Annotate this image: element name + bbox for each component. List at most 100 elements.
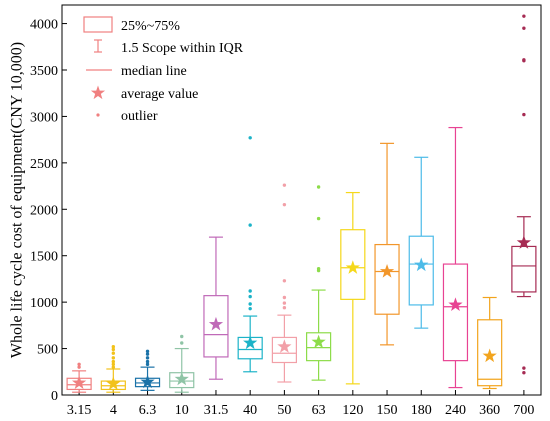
y-tick-label: 1000	[30, 296, 58, 311]
mean-star	[140, 374, 155, 389]
outlier-point	[111, 362, 116, 367]
plot-frame	[61, 4, 542, 396]
x-tick-label: 6.3	[139, 403, 157, 418]
x-tick-label: 31.5	[204, 403, 229, 418]
x-tick-label: 63	[312, 403, 326, 418]
x-tick-label: 4	[110, 403, 117, 418]
mean-star	[71, 375, 87, 389]
mean-star	[414, 257, 429, 272]
box-31.5	[203, 236, 229, 380]
outlier-point	[111, 345, 116, 349]
outlier-point	[316, 185, 321, 189]
x-tick-label: 240	[445, 403, 466, 418]
outlier-point	[248, 223, 252, 227]
box-240	[442, 126, 469, 389]
legend-label-outlier: outlier	[121, 109, 158, 124]
box-360	[477, 296, 503, 390]
legend-mean-star	[90, 85, 106, 100]
box-150	[374, 142, 400, 346]
mean-star	[208, 316, 224, 331]
outlier-point	[111, 365, 116, 369]
outlier-point	[111, 359, 116, 364]
y-tick-label: 4000	[30, 18, 58, 33]
x-tick-label: 10	[175, 403, 189, 418]
outlier-point	[282, 202, 287, 207]
box-4	[100, 345, 126, 393]
iqr-box	[442, 263, 469, 362]
legend-label-mean: average value	[121, 87, 198, 102]
box-40	[237, 136, 263, 373]
outlier-point	[282, 301, 287, 305]
iqr-box	[408, 235, 434, 306]
outlier-point	[248, 306, 252, 311]
outlier-point	[77, 362, 81, 367]
outlier-point	[145, 356, 150, 360]
outlier-point	[248, 136, 252, 140]
y-tick-label: 3000	[30, 110, 58, 125]
legend-label-median: median line	[121, 64, 187, 79]
outlier-point	[248, 294, 252, 299]
x-tick-label: 150	[377, 403, 398, 418]
outlier-point	[522, 14, 526, 18]
y-axis-title: Whole life cycle cost of equipment(CNY 1…	[9, 42, 26, 358]
outlier-point	[145, 359, 150, 364]
outlier-point	[522, 58, 526, 62]
x-tick-label: 120	[342, 403, 363, 418]
axis-ticks: 0 500 1000 1500 2000 2500 3000 3500 4000 3.15 4 6.3…	[30, 18, 534, 418]
outlier-point	[282, 306, 287, 310]
mean-star	[482, 348, 497, 363]
mean-star	[106, 376, 121, 390]
outlier-point	[145, 362, 150, 367]
outlier-point	[282, 279, 287, 283]
mean-star	[277, 339, 292, 353]
outlier-point	[180, 334, 184, 339]
outlier-point	[180, 341, 184, 345]
iqr-box	[511, 245, 537, 293]
outlier-point	[522, 112, 526, 117]
x-tick-label: 3.15	[67, 403, 92, 418]
box-63	[306, 185, 332, 381]
outlier-point	[248, 289, 252, 293]
mean-star	[311, 334, 326, 349]
outlier-point	[145, 352, 150, 356]
legend-box-swatch	[83, 16, 113, 33]
box-700	[511, 14, 537, 375]
outlier-point	[111, 351, 116, 355]
legend: 25%~75% 1.5 Scope within IQR median line…	[83, 16, 244, 124]
y-tick-label: 2500	[30, 157, 58, 172]
mean-star	[516, 235, 532, 249]
outlier-point	[111, 356, 116, 360]
mean-star	[174, 371, 189, 386]
x-tick-label: 50	[277, 403, 291, 418]
outlier-point	[282, 295, 287, 300]
iqr-box	[374, 243, 400, 315]
box-3.15	[66, 362, 92, 393]
mean-star	[243, 335, 258, 350]
y-tick-label: 3500	[30, 64, 58, 79]
outlier-point	[316, 216, 321, 221]
box-6.3	[134, 349, 161, 391]
outlier-point	[111, 347, 116, 352]
outlier-point	[522, 26, 526, 30]
legend-whisker-swatch	[94, 39, 102, 53]
y-tick-label: 2000	[30, 203, 58, 218]
x-tick-label: 700	[513, 403, 534, 418]
boxes-group	[66, 14, 537, 393]
box-120	[340, 191, 366, 385]
y-tick-label: 1500	[30, 250, 58, 265]
outlier-point	[316, 267, 321, 271]
outlier-point	[248, 302, 252, 306]
mean-star	[448, 297, 463, 311]
y-tick-label: 0	[51, 389, 58, 404]
outlier-point	[522, 366, 526, 370]
mean-star	[379, 264, 395, 278]
mean-star	[345, 260, 360, 274]
x-tick-label: 360	[479, 403, 500, 418]
box-10	[169, 334, 195, 393]
outlier-point	[522, 371, 526, 375]
box-180	[408, 156, 434, 329]
outlier-point	[145, 349, 150, 354]
legend-outlier-dot	[96, 113, 100, 117]
box-50	[271, 183, 297, 383]
